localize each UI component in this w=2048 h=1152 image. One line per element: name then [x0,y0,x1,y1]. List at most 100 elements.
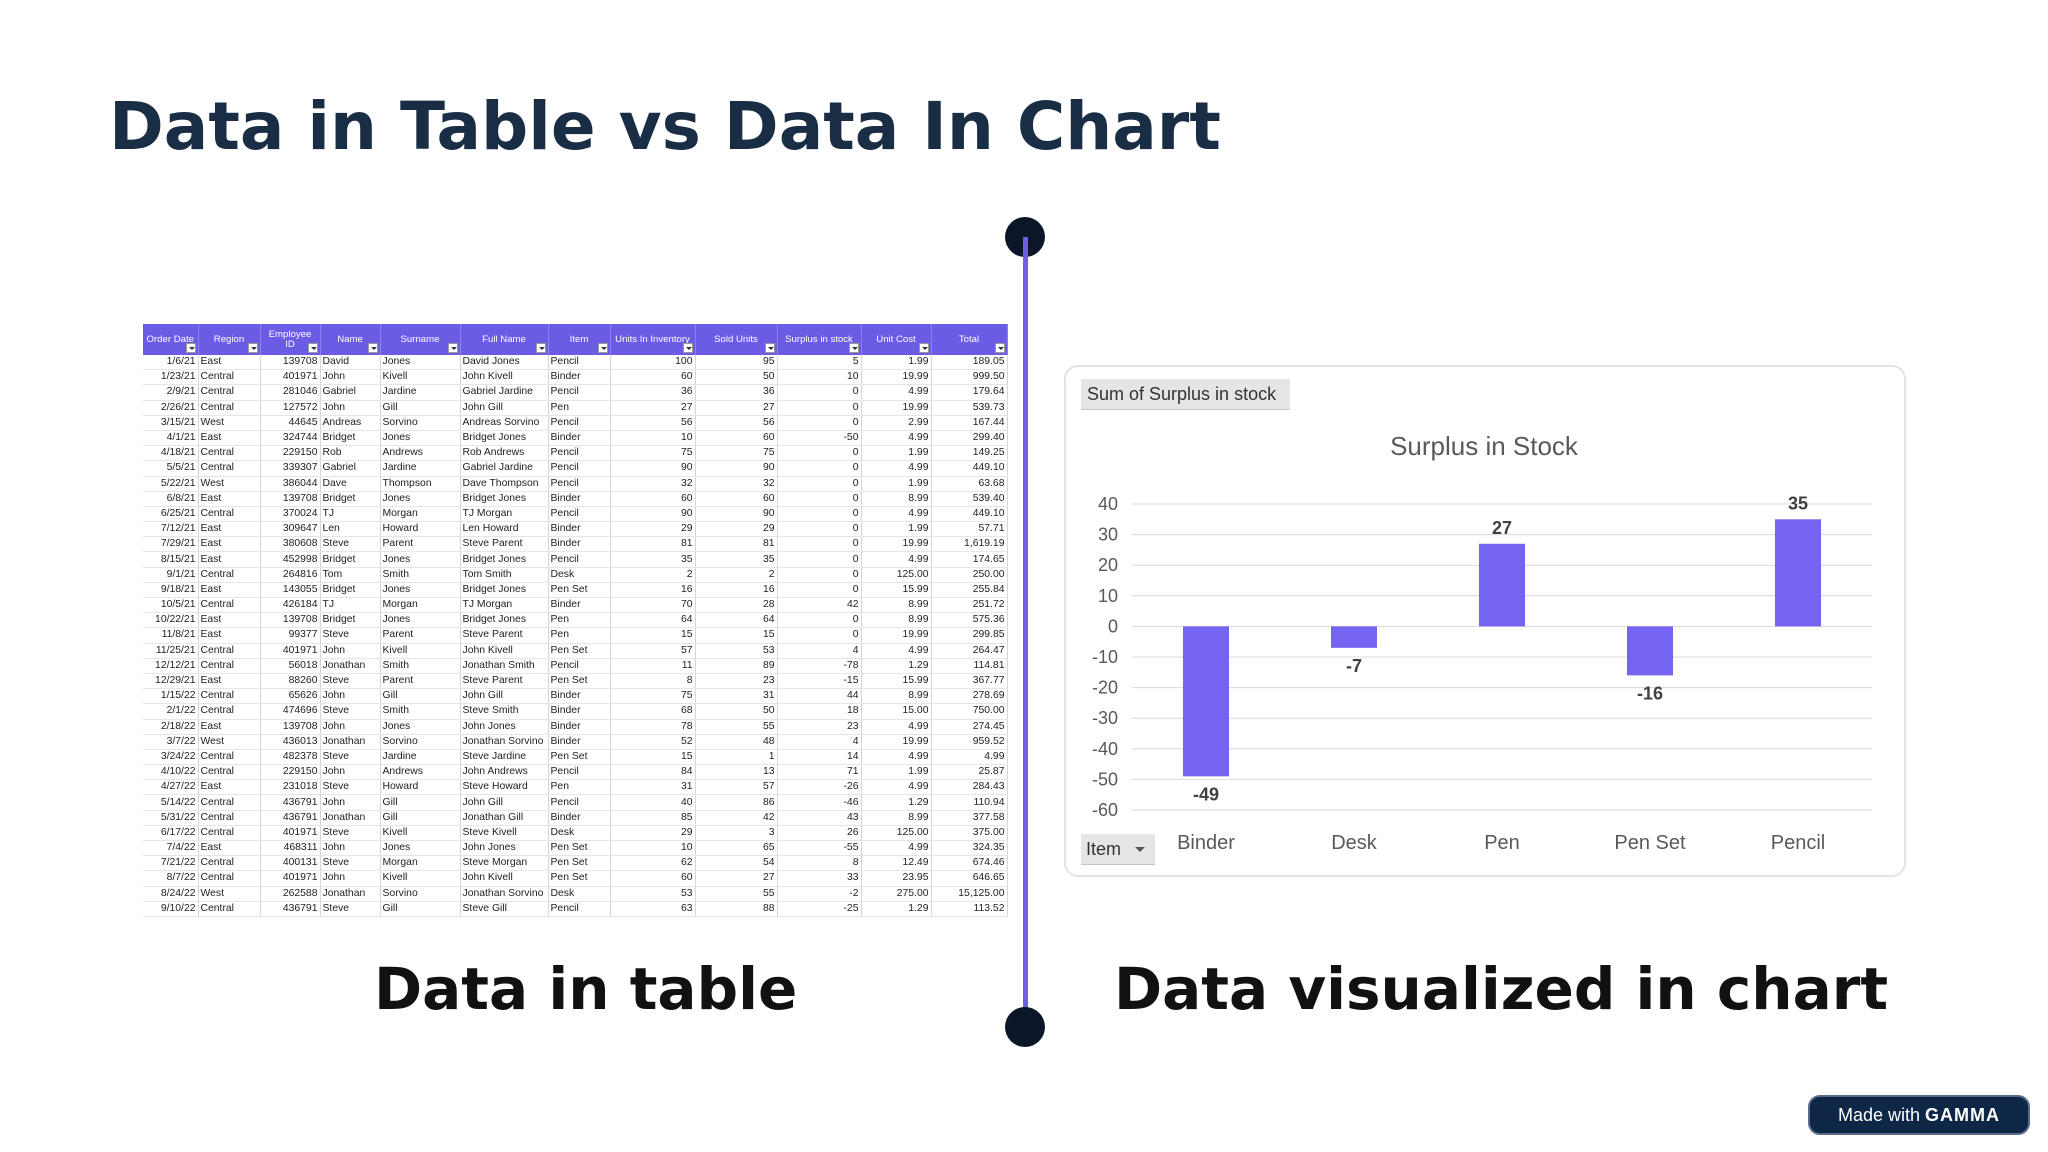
table-cell: 401971 [260,369,321,386]
table-cell: 250.00 [931,567,1008,583]
column-header[interactable]: Total [931,324,1008,355]
table-body: 1/6/21 East 139708 David Jones David Jones Pen… [143,355,1008,917]
column-header-label: Surname [400,333,440,345]
filter-dropdown-icon[interactable] [994,343,1005,353]
table-cell: 4.99 [861,749,932,766]
table-cell: 1.99 [861,355,932,371]
table-cell: 377.58 [931,810,1008,826]
table-cell: 7/4/22 [143,840,199,857]
column-header[interactable]: Region [198,324,261,355]
column-header[interactable]: Item [548,324,611,355]
table-cell: Central [198,369,261,386]
data-table-image: Order Date Region Employee ID Name Surname Fu… [143,324,1008,917]
filter-dropdown-icon[interactable] [535,343,546,353]
table-cell: Pencil [548,551,611,568]
table-cell: 5/22/21 [143,476,199,492]
table-cell: 0 [777,506,862,523]
data-table: Order Date Region Employee ID Name Surname Fu… [143,324,1008,917]
divider-bottom-dot [1005,1007,1045,1047]
table-cell: 0 [777,567,862,583]
table-cell: 32 [610,476,696,492]
table-cell: 1,619.19 [931,536,1008,553]
bar [1627,626,1673,676]
table-row: 6/17/22 Central 401971 Steve Kivell Steve Kiv… [143,825,1008,842]
table-cell: 4/1/21 [143,430,199,447]
table-cell: 7/29/21 [143,536,199,553]
filter-dropdown-icon[interactable] [918,343,929,353]
table-cell: 65626 [260,688,321,705]
table-cell: 14 [777,749,862,766]
table-cell: 36 [610,384,696,401]
filter-dropdown-icon[interactable] [247,343,258,353]
table-cell: Pen Set [548,855,611,872]
filter-dropdown-icon[interactable] [597,343,608,353]
table-cell: 139708 [260,355,321,371]
table-cell: Steve Kivell [460,825,549,842]
table-cell: Jones [380,551,461,568]
table-cell: 4.99 [861,779,932,796]
table-cell: Dave Thompson [460,476,549,492]
table-cell: 380608 [260,536,321,553]
table-cell: Central [198,643,261,659]
made-with-gamma-badge[interactable]: Made with GAMMA [1808,1095,2030,1135]
column-header[interactable]: Full Name [460,324,549,355]
table-cell: Smith [380,567,461,583]
table-cell: 110.94 [931,794,1008,811]
table-cell: 65 [695,840,778,857]
table-cell: 3 [695,825,778,842]
filter-dropdown-icon[interactable] [848,343,859,353]
filter-dropdown-icon[interactable] [764,343,775,353]
column-header[interactable]: Surplus in stock [777,324,862,355]
table-cell: 1/15/22 [143,688,199,705]
table-cell: John Kivell [460,870,549,887]
table-cell: 18 [777,703,862,720]
table-cell: John Gill [460,688,549,705]
filter-dropdown-icon[interactable] [307,343,318,353]
filter-dropdown-icon[interactable] [367,343,378,353]
table-cell: Jonathan [320,886,381,902]
table-cell: John Kivell [460,643,549,659]
filter-dropdown-icon[interactable] [185,343,196,353]
item-filter-button[interactable]: Item [1081,834,1156,865]
table-header-row: Order Date Region Employee ID Name Surname Fu… [143,324,1008,355]
table-cell: Steve Smith [460,703,549,720]
table-cell: TJ Morgan [460,506,549,523]
column-header[interactable]: Units In Inventory [610,324,696,355]
table-cell: Gill [380,688,461,705]
column-header[interactable]: Order Date [143,324,199,355]
column-header-label: Order Date [146,333,194,345]
x-tick-label: Pen Set [1614,832,1686,854]
column-header[interactable]: Unit Cost [861,324,932,355]
table-cell: 452998 [260,551,321,568]
table-cell: 60 [695,430,778,447]
table-cell: -55 [777,840,862,857]
table-cell: 284.43 [931,779,1008,796]
table-cell: 57.71 [931,521,1008,538]
column-header[interactable]: Surname [380,324,461,355]
sum-field-button[interactable]: Sum of Surplus in stock [1081,379,1291,410]
table-cell: 85 [610,810,696,826]
table-cell: 95 [695,355,778,371]
table-cell: John Kivell [460,369,549,386]
table-cell: 71 [777,764,862,781]
filter-dropdown-icon[interactable] [447,343,458,353]
table-cell: Binder [548,734,611,750]
table-cell: 4.99 [861,551,932,568]
table-cell: 44645 [260,415,321,431]
table-cell: Howard [380,521,461,538]
table-cell: 19.99 [861,400,932,416]
table-cell: Steve [320,901,381,917]
column-header[interactable]: Name [320,324,381,355]
table-cell: -78 [777,658,862,674]
table-cell: John [320,764,381,781]
table-cell: East [198,551,261,568]
column-header[interactable]: Employee ID [260,324,321,355]
column-header[interactable]: Sold Units [695,324,778,355]
table-row: 4/1/21 East 324744 Bridget Jones Bridget Jone… [143,430,1008,447]
table-cell: Pencil [548,445,611,462]
table-cell: West [198,734,261,750]
table-cell: 482378 [260,749,321,766]
filter-dropdown-icon[interactable] [682,343,693,353]
table-cell: John Gill [460,794,549,811]
table-cell: 64 [695,612,778,629]
